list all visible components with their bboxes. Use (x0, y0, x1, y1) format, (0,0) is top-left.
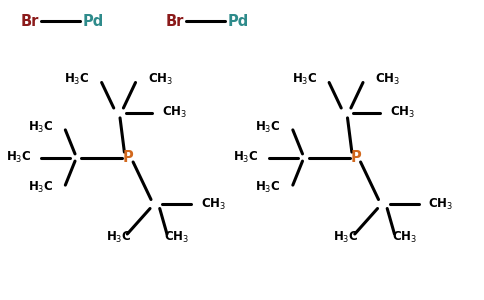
Text: CH$_3$: CH$_3$ (390, 105, 415, 120)
Text: CH$_3$: CH$_3$ (201, 196, 226, 211)
Text: Pd: Pd (82, 14, 104, 28)
Text: H$_3$C: H$_3$C (255, 120, 281, 135)
Text: CH$_3$: CH$_3$ (162, 105, 187, 120)
Text: CH$_3$: CH$_3$ (392, 230, 417, 244)
Text: H$_3$C: H$_3$C (291, 72, 317, 87)
Text: H$_3$C: H$_3$C (64, 72, 90, 87)
Text: CH$_3$: CH$_3$ (164, 230, 189, 244)
Text: Br: Br (20, 14, 39, 28)
Text: CH$_3$: CH$_3$ (375, 72, 400, 87)
Text: H$_3$C: H$_3$C (106, 230, 131, 244)
Text: H$_3$C: H$_3$C (233, 150, 259, 165)
Text: H$_3$C: H$_3$C (28, 120, 53, 135)
Text: H$_3$C: H$_3$C (255, 180, 281, 195)
Text: Pd: Pd (227, 14, 249, 28)
Text: Br: Br (166, 14, 184, 28)
Text: CH$_3$: CH$_3$ (148, 72, 173, 87)
Text: H$_3$C: H$_3$C (28, 180, 53, 195)
Text: P: P (123, 150, 134, 165)
Text: H$_3$C: H$_3$C (6, 150, 31, 165)
Text: P: P (350, 150, 361, 165)
Text: CH$_3$: CH$_3$ (428, 196, 454, 211)
Text: H$_3$C: H$_3$C (333, 230, 359, 244)
